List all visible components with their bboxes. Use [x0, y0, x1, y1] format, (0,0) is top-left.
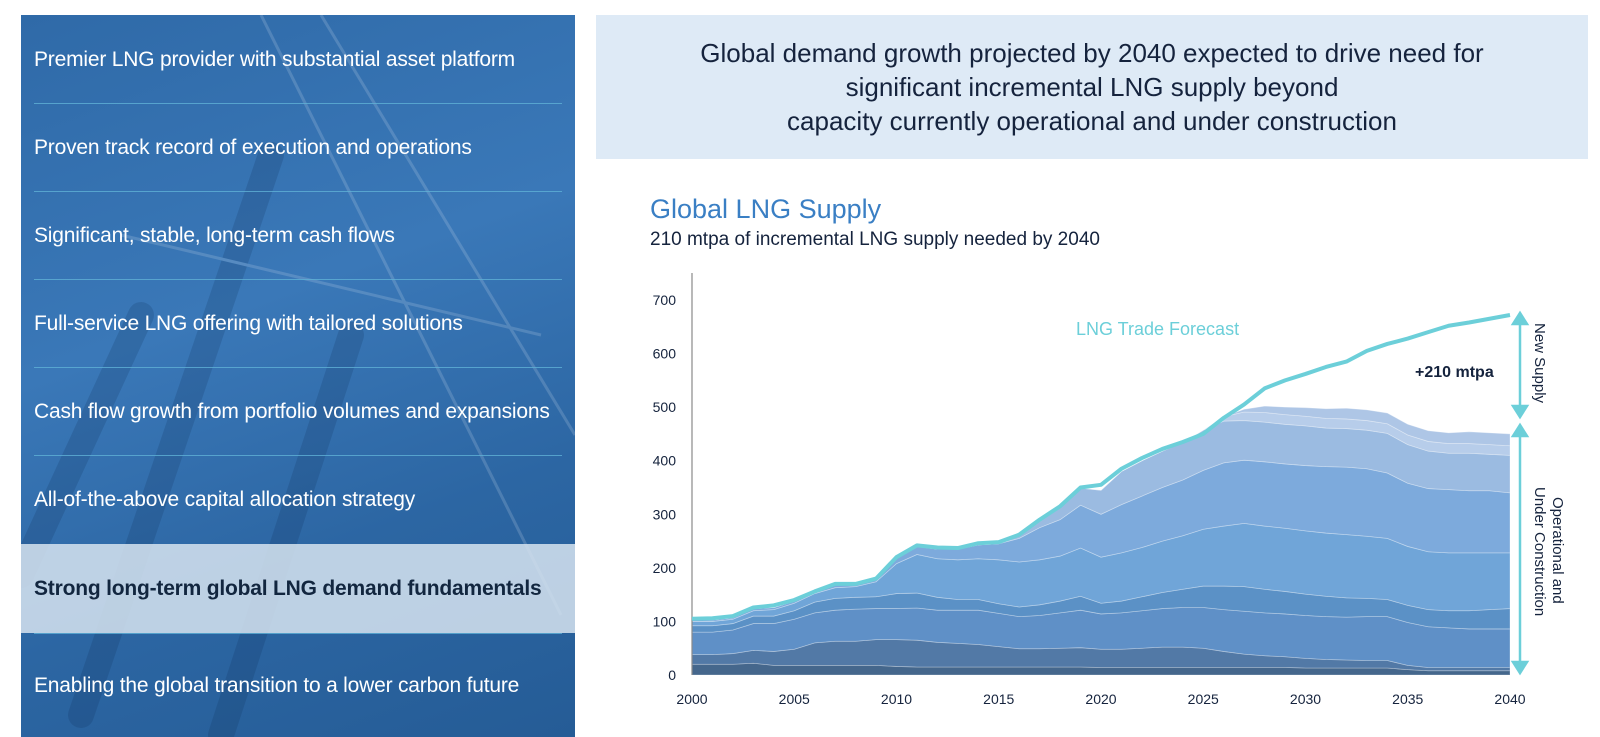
- supply-area-6: [691, 459, 1511, 622]
- headline-line-1: Global demand growth projected by 2040 e…: [700, 38, 1484, 68]
- panel-item[interactable]: Proven track record of execution and ope…: [21, 103, 575, 191]
- y-tick-label: 100: [653, 613, 677, 629]
- y-tick-label: 300: [653, 506, 677, 522]
- supply-area-1: [691, 662, 1511, 676]
- operational-label-line1: Operational and: [1549, 497, 1566, 604]
- supply-areas: [691, 405, 1511, 676]
- panel-item[interactable]: Premier LNG provider with substantial as…: [21, 15, 575, 103]
- supply-area-9: [692, 405, 1511, 621]
- new-supply-arrow: [1510, 310, 1530, 420]
- x-tick-label: 2035: [1392, 691, 1423, 707]
- chart-title: Global LNG Supply: [650, 194, 882, 224]
- panel-item-label: Strong long-term global LNG demand funda…: [34, 577, 542, 600]
- panel-item[interactable]: Strong long-term global LNG demand funda…: [21, 544, 575, 633]
- supply-area-3: [691, 607, 1511, 668]
- y-tick-label: 200: [653, 560, 677, 576]
- headline-banner: Global demand growth projected by 2040 e…: [596, 15, 1588, 159]
- panel-item[interactable]: Enabling the global transition to a lowe…: [21, 633, 575, 737]
- panel-item-label: Significant, stable, long-term cash flow…: [34, 223, 395, 247]
- panel-divider: [34, 279, 562, 280]
- panel-divider: [34, 367, 562, 368]
- panel-item-label: Full-service LNG offering with tailored …: [34, 311, 463, 335]
- operational-arrow: [1510, 422, 1530, 676]
- supply-area-2: [691, 639, 1511, 672]
- panel-item-label: Enabling the global transition to a lowe…: [34, 673, 520, 697]
- forecast-line: [691, 313, 1511, 621]
- panel-item[interactable]: Significant, stable, long-term cash flow…: [21, 191, 575, 279]
- panel-item-label: Premier LNG provider with substantial as…: [34, 47, 515, 71]
- x-tick-label: 2000: [676, 691, 707, 707]
- supply-area-8: [692, 411, 1511, 621]
- x-tick-label: 2005: [779, 691, 810, 707]
- x-tick-label: 2015: [983, 691, 1014, 707]
- supply-area-7: [692, 420, 1511, 621]
- y-tick-labels: 0 100 200 300 400 500 600 700: [653, 292, 677, 683]
- gap-label: +210 mtpa: [1415, 364, 1494, 381]
- panel-item-label: All-of-the-above capital allocation stra…: [34, 488, 416, 511]
- x-tick-label: 2030: [1290, 691, 1321, 707]
- panel-divider: [34, 191, 562, 192]
- panel-divider: [34, 633, 562, 634]
- y-tick-label: 400: [653, 453, 677, 469]
- value-proposition-panel: Premier LNG provider with substantial as…: [21, 15, 575, 737]
- operational-label-line2: Under Construction: [1531, 487, 1548, 616]
- chart-subtitle: 210 mtpa of incremental LNG supply neede…: [650, 229, 1100, 250]
- supply-area-5: [691, 522, 1511, 627]
- panel-item[interactable]: Cash flow growth from portfolio volumes …: [21, 367, 575, 455]
- supply-area-4: [691, 585, 1511, 633]
- y-tick-label: 600: [653, 346, 677, 362]
- panel-divider: [34, 455, 562, 456]
- panel-divider: [34, 103, 562, 104]
- x-tick-labels: 2000 2005 2010 2015 2020 2025 2030 2035 2040: [676, 691, 1525, 707]
- panel-item[interactable]: Full-service LNG offering with tailored …: [21, 279, 575, 367]
- x-tick-label: 2010: [881, 691, 912, 707]
- x-tick-label: 2040: [1494, 691, 1525, 707]
- y-tick-label: 0: [668, 667, 676, 683]
- headline-line-2: significant incremental LNG supply beyon…: [845, 72, 1339, 102]
- headline-line-3: capacity currently operational and under…: [787, 106, 1397, 136]
- x-tick-label: 2025: [1188, 691, 1219, 707]
- panel-item-label: Cash flow growth from portfolio volumes …: [34, 399, 550, 423]
- new-supply-label: New Supply: [1531, 323, 1548, 404]
- panel-item-label: Proven track record of execution and ope…: [34, 135, 472, 159]
- x-tick-label: 2020: [1085, 691, 1116, 707]
- forecast-label: LNG Trade Forecast: [1076, 319, 1239, 339]
- y-tick-label: 500: [653, 399, 677, 415]
- panel-item[interactable]: All-of-the-above capital allocation stra…: [21, 455, 575, 544]
- y-tick-label: 700: [653, 292, 677, 308]
